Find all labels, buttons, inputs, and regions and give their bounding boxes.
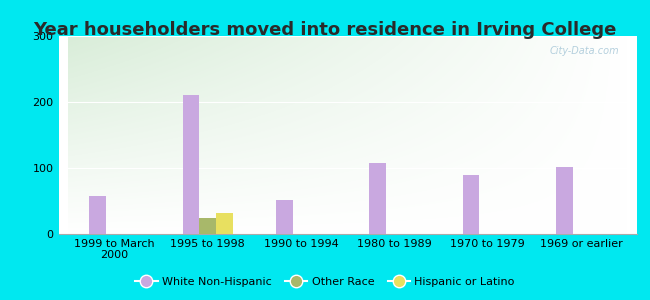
Bar bbox=[369, 164, 386, 234]
Text: City-Data.com: City-Data.com bbox=[550, 46, 619, 56]
Bar bbox=[183, 95, 200, 234]
Text: Year householders moved into residence in Irving College: Year householders moved into residence i… bbox=[33, 21, 617, 39]
Bar bbox=[200, 218, 216, 234]
Legend: White Non-Hispanic, Other Race, Hispanic or Latino: White Non-Hispanic, Other Race, Hispanic… bbox=[131, 273, 519, 291]
Bar bbox=[216, 213, 233, 234]
Bar bbox=[89, 196, 106, 234]
Bar bbox=[463, 175, 479, 234]
Bar bbox=[276, 200, 292, 234]
Bar bbox=[556, 167, 573, 234]
